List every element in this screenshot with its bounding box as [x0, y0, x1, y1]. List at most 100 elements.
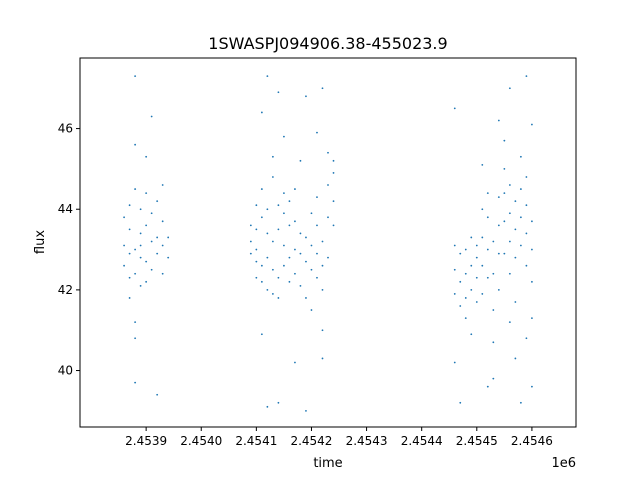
- data-point: [503, 139, 506, 142]
- data-point: [288, 280, 291, 283]
- data-point: [271, 176, 274, 178]
- data-point: [134, 188, 137, 190]
- data-point: [321, 87, 324, 90]
- data-point: [310, 244, 313, 247]
- data-point: [459, 401, 462, 404]
- data-point: [134, 272, 137, 275]
- data-point: [139, 232, 142, 235]
- data-point: [156, 200, 159, 203]
- data-point: [305, 409, 307, 412]
- data-point: [453, 293, 456, 295]
- data-point: [294, 248, 296, 251]
- data-point: [255, 204, 258, 207]
- data-point: [299, 232, 302, 235]
- data-point: [519, 244, 522, 247]
- data-point: [525, 75, 528, 78]
- data-point: [481, 293, 484, 295]
- data-point: [503, 168, 506, 170]
- data-point: [453, 107, 456, 110]
- data-point: [299, 284, 302, 287]
- x-tick-label: 2.4542: [290, 434, 332, 448]
- data-point: [134, 75, 137, 78]
- data-point: [266, 288, 269, 291]
- data-point: [321, 264, 324, 267]
- data-point: [134, 143, 137, 146]
- data-point: [271, 268, 274, 271]
- data-point: [514, 200, 517, 203]
- data-point: [277, 297, 280, 299]
- data-point: [481, 236, 484, 239]
- data-point: [134, 321, 137, 324]
- data-point: [260, 333, 263, 336]
- data-point: [464, 317, 467, 320]
- data-point: [128, 297, 131, 299]
- data-point: [283, 212, 285, 215]
- data-point: [288, 256, 291, 259]
- data-point: [481, 264, 484, 267]
- data-point: [266, 208, 269, 211]
- data-point: [145, 260, 148, 263]
- data-point: [161, 272, 164, 275]
- data-point: [249, 224, 252, 227]
- data-point: [123, 264, 125, 267]
- x-axis-offset-label: 1e6: [551, 456, 576, 471]
- data-point: [464, 297, 467, 299]
- data-point: [139, 244, 142, 247]
- data-point: [145, 155, 148, 158]
- data-point: [260, 264, 263, 267]
- y-axis-label: flux: [33, 230, 48, 254]
- x-tick-label: 2.4541: [235, 434, 277, 448]
- data-point: [128, 228, 131, 231]
- data-point: [459, 280, 462, 283]
- chart-title: 1SWASPJ094906.38-455023.9: [208, 34, 447, 53]
- data-point: [508, 87, 511, 90]
- data-point: [150, 240, 153, 243]
- data-point: [470, 333, 473, 336]
- data-point: [294, 220, 296, 223]
- data-point: [283, 264, 285, 267]
- data-point: [139, 256, 142, 259]
- data-point: [531, 280, 533, 283]
- x-tick-label: 2.4544: [401, 434, 443, 448]
- data-point: [475, 244, 478, 247]
- data-point: [255, 276, 258, 279]
- data-point: [327, 256, 329, 259]
- data-point: [481, 163, 484, 166]
- data-point: [260, 216, 263, 219]
- data-point: [167, 236, 170, 239]
- y-tick-label: 44: [58, 202, 73, 216]
- data-point: [266, 232, 269, 235]
- data-point: [145, 224, 148, 227]
- data-point: [464, 272, 467, 275]
- data-point: [260, 111, 263, 114]
- data-point: [486, 385, 489, 388]
- data-point: [321, 240, 324, 243]
- data-point: [156, 236, 159, 239]
- data-point: [497, 119, 500, 122]
- data-point: [519, 216, 522, 219]
- data-point: [161, 220, 164, 223]
- data-point: [305, 297, 307, 299]
- data-point: [156, 252, 159, 255]
- data-point: [497, 224, 500, 227]
- data-point: [531, 220, 533, 223]
- data-point: [332, 172, 335, 174]
- data-point: [486, 192, 489, 194]
- data-point: [453, 268, 456, 271]
- data-point: [492, 341, 495, 344]
- x-tick-label: 2.4540: [180, 434, 222, 448]
- data-point: [321, 357, 324, 360]
- data-point: [305, 95, 307, 98]
- data-point: [161, 184, 164, 186]
- data-point: [503, 252, 506, 255]
- data-point: [316, 224, 318, 227]
- data-point: [470, 288, 473, 291]
- data-point: [492, 377, 495, 380]
- data-point: [459, 252, 462, 255]
- data-point: [514, 256, 517, 259]
- data-point: [486, 276, 489, 279]
- data-point: [519, 155, 522, 158]
- data-point: [497, 196, 500, 199]
